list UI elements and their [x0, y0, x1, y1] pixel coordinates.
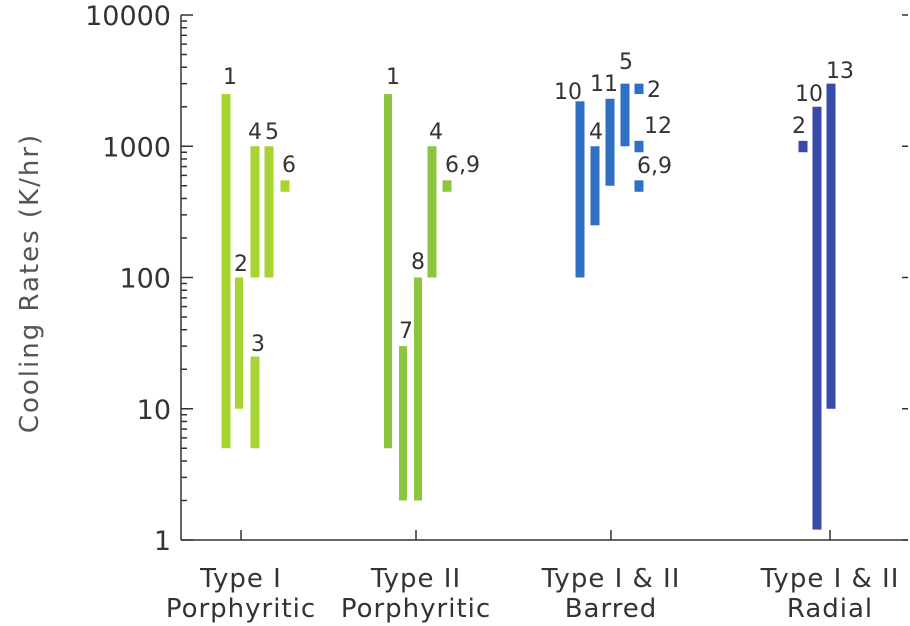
x-category-label-line1: Type II: [370, 564, 461, 594]
bar-label: 5: [265, 120, 279, 145]
range-bar: [250, 146, 260, 278]
y-tick-labels: 1 10 100 1000 10000: [85, 1, 171, 557]
range-bar: [414, 277, 422, 501]
bar-label: 10: [554, 80, 582, 105]
bar-label: 13: [826, 59, 854, 84]
range-bar: [221, 94, 231, 449]
y-tick-label: 1: [154, 526, 171, 557]
range-bar: [605, 98, 615, 186]
bar-label: 12: [644, 114, 672, 139]
bar-label: 2: [792, 114, 806, 139]
range-bar: [442, 180, 452, 192]
x-category-label-line1: Type I & II: [760, 564, 900, 594]
x-category-label-line1: Type I & II: [541, 564, 681, 594]
range-bar: [399, 346, 407, 501]
axes: [180, 14, 908, 541]
bar-label: 11: [590, 72, 618, 97]
range-bar: [812, 106, 822, 530]
x-category-label-line2: Porphyritic: [166, 594, 316, 624]
bar-label: 8: [411, 250, 425, 275]
range-bar: [384, 94, 392, 449]
y-axis-label: Cooling Rates (K/hr): [15, 133, 45, 433]
bar-label: 5: [619, 50, 633, 75]
bar-label: 1: [386, 65, 400, 90]
bar-label: 4: [429, 120, 443, 145]
range-bar: [590, 146, 600, 226]
range-bar: [235, 277, 243, 409]
x-category-label-line2: Radial: [787, 594, 873, 624]
bar-label: 6,9: [445, 153, 480, 178]
range-bar: [798, 140, 808, 153]
x-category-label-line2: Barred: [565, 594, 658, 624]
range-bar: [634, 140, 644, 153]
range-bar: [250, 356, 260, 449]
range-bar: [634, 83, 644, 95]
bars: [221, 83, 836, 530]
x-category-label-line2: Porphyritic: [341, 594, 491, 624]
bar-label: 6,9: [637, 154, 672, 179]
range-bar: [634, 180, 644, 192]
y-tick-label: 1000: [102, 132, 171, 163]
bar-label: 2: [234, 252, 248, 277]
bar-label: 7: [399, 319, 413, 344]
range-bar: [575, 101, 585, 278]
y-tick-label: 10: [137, 395, 171, 426]
bar-label: 1: [223, 65, 237, 90]
range-bar: [427, 146, 437, 278]
x-category-label-line1: Type I: [199, 564, 282, 594]
y-tick-label: 10000: [85, 1, 171, 32]
range-bar: [280, 180, 290, 192]
bar-label: 2: [647, 78, 661, 103]
bar-label: 3: [251, 332, 265, 357]
range-bar: [620, 83, 630, 147]
y-tick-label: 100: [119, 264, 171, 295]
range-bar: [826, 83, 836, 409]
bar-label: 10: [795, 82, 823, 107]
bar-label: 6: [282, 153, 296, 178]
range-bar: [264, 146, 274, 278]
bar-label: 4: [589, 120, 603, 145]
bar-label: 4: [248, 120, 262, 145]
